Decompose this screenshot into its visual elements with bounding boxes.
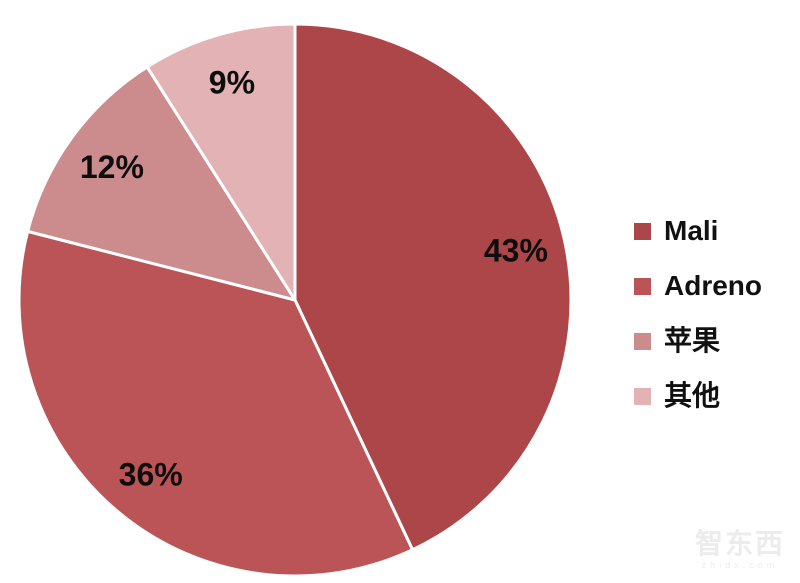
legend-swatch-mali: [634, 222, 651, 240]
pie-slice-label-其他: 9%: [209, 65, 255, 101]
watermark-brand: 智东西: [694, 528, 785, 560]
legend-swatch-others: [634, 387, 651, 405]
legend-label-others: 其他: [664, 380, 721, 411]
watermark-domain: zhidx.com: [701, 560, 779, 571]
pie-chart: 43% 36% 12% 9%: [17, 22, 573, 578]
legend-label-adreno: Adreno: [664, 270, 762, 301]
pie-slice-label-Adreno: 36%: [119, 456, 183, 492]
pie-slice-label-苹果: 12%: [80, 149, 144, 185]
pie-slice-其他: [145, 22, 297, 302]
legend-label-mali: Mali: [664, 215, 719, 246]
legend-label-apple: 苹果: [664, 325, 721, 356]
legend-swatch-apple: [634, 332, 651, 350]
legend-item-mali: Mali: [634, 216, 762, 246]
legend-swatch-adreno: [634, 277, 651, 295]
pie-slice-label-Mali: 43%: [484, 233, 548, 269]
watermark: 智东西 zhidx.com: [684, 529, 796, 571]
legend-item-apple: 苹果: [634, 326, 762, 356]
pie-slice-Adreno: [17, 229, 415, 578]
pie-chart-svg: 43% 36% 12% 9%: [17, 22, 573, 578]
pie-slice-Mali: [293, 22, 573, 552]
legend-item-others: 其他: [634, 381, 762, 411]
legend-item-adreno: Adreno: [634, 271, 762, 301]
chart-legend: Mali Adreno 苹果 其他: [634, 216, 762, 411]
pie-slice-苹果: [26, 65, 297, 302]
